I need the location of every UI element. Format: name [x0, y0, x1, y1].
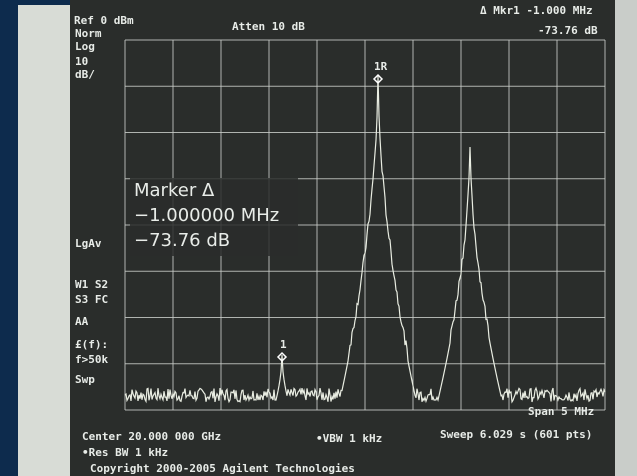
center-freq: Center 20.000 000 GHz: [82, 430, 221, 443]
marker-readout-value: -73.76 dB: [538, 24, 598, 37]
left-label: Log: [75, 40, 95, 53]
screen-photo: 1R 1 Ref 0 dBm Atten 10 dB Δ Mkr1 -1.000…: [0, 0, 637, 476]
marker-title: Marker Δ: [134, 180, 215, 201]
left-label: Norm: [75, 27, 102, 40]
bezel-right: [615, 0, 637, 476]
left-label: AA: [75, 315, 89, 328]
left-label: dB/: [75, 68, 95, 81]
left-label: LgAv: [75, 237, 102, 250]
marker-freq: −1.000000 MHz: [134, 205, 279, 226]
copyright: Copyright 2000-2005 Agilent Technologies: [90, 462, 355, 475]
sweep: Sweep 6.029 s (601 pts): [440, 428, 592, 441]
marker-tag: 1: [280, 338, 287, 351]
marker-readout: Δ Mkr1 -1.000 MHz: [480, 4, 593, 17]
marker-tag: 1R: [374, 60, 388, 73]
bezel: [18, 5, 73, 476]
vbw: •VBW 1 kHz: [316, 432, 382, 445]
attenuation: Atten 10 dB: [232, 20, 305, 33]
marker-level: −73.76 dB: [134, 230, 230, 251]
left-label: 10: [75, 55, 88, 68]
left-label: S3 FC: [75, 293, 108, 306]
left-label: £(f):: [75, 338, 108, 351]
left-label: W1 S2: [75, 278, 108, 291]
span: Span 5 MHz: [528, 405, 594, 418]
left-label: Swp: [75, 373, 95, 386]
res-bw: •Res BW 1 kHz: [82, 446, 168, 459]
left-label: f>50k: [75, 353, 108, 366]
ref-level: Ref 0 dBm: [74, 14, 134, 27]
